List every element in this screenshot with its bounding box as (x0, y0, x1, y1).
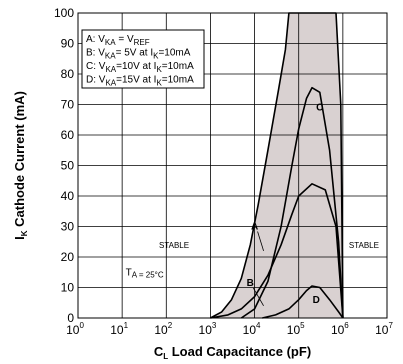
y-tick-label: 40 (61, 189, 75, 203)
y-tick-label: 60 (61, 128, 75, 142)
y-tick-label: 0 (67, 311, 74, 325)
x-tick-label: 100 (66, 321, 84, 337)
curve-label-a: A (251, 222, 258, 233)
series-c-line (240, 86, 344, 319)
stable-label: STABLE (349, 241, 379, 250)
y-tick-label: 100 (54, 6, 74, 20)
stable-region-labels: STABLE STABLE (159, 241, 379, 250)
y-tick-label: 90 (61, 37, 75, 51)
x-axis-title: CL Load Capacitance (pF) (154, 344, 311, 361)
curve-label-d: D (313, 295, 320, 306)
leader-line (252, 287, 264, 306)
y-axis-ticks: 0 10 20 30 40 50 60 70 80 90 100 (54, 6, 74, 325)
y-axis-title: IK Cathode Current (mA) (12, 91, 29, 240)
plot-frame (77, 12, 388, 319)
curve-label-b: B (247, 278, 254, 289)
legend-entry: D: VKA=15V at IK=10mA (86, 75, 194, 88)
y-tick-label: 10 (61, 281, 75, 295)
y-tick-label: 80 (61, 67, 75, 81)
x-tick-label: 102 (154, 321, 172, 337)
legend-frame (81, 29, 205, 89)
leader-line (257, 231, 264, 252)
curve-label-c: C (316, 103, 323, 114)
x-tick-label: 101 (110, 321, 128, 337)
stable-label: STABLE (159, 241, 189, 250)
legend-entry: A: VKA = VREF (86, 34, 150, 47)
y-tick-label: 20 (61, 250, 75, 264)
y-tick-label: 70 (61, 98, 75, 112)
series-b-line (210, 183, 344, 319)
x-tick-label: 106 (331, 321, 349, 337)
temperature-annotation: TA = 25°C (126, 267, 164, 279)
series-d-line (262, 285, 344, 319)
x-tick-label: 103 (199, 321, 217, 337)
y-tick-label: 50 (61, 159, 75, 173)
x-tick-label: 107 (375, 321, 393, 337)
legend-entry: B: VKA= 5V at IK=10mA (86, 48, 191, 61)
x-axis-ticks: 100 101 102 103 104 105 106 107 (66, 321, 393, 337)
legend-entry: C: VKA=10V at IK=10mA (86, 61, 194, 74)
curve-labels: A B C D (247, 103, 323, 306)
x-tick-label: 105 (287, 321, 305, 337)
y-tick-label: 30 (61, 220, 75, 234)
x-tick-label: 104 (243, 321, 261, 337)
